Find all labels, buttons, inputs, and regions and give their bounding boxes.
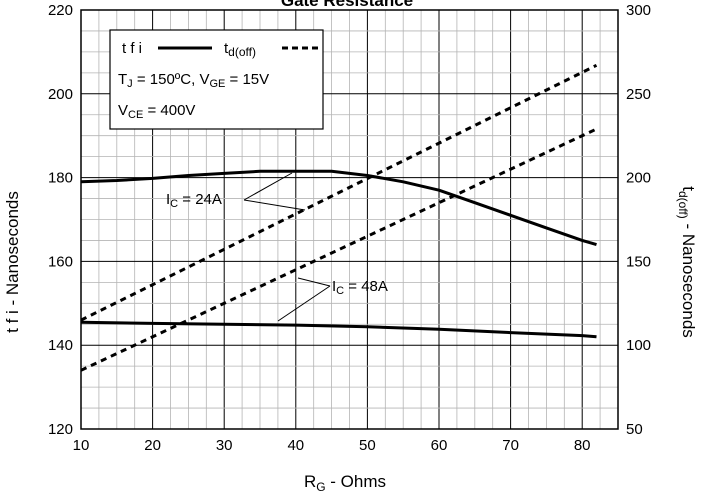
td-off-series-48a (80, 127, 598, 372)
chart-title: Gate Resistance (281, 0, 413, 10)
cond1-mid: = 150ºC, V (133, 71, 210, 88)
xlabel-rest: - Ohms (326, 472, 386, 491)
x-tick-label: 10 (73, 437, 90, 454)
cond1-t: T (118, 71, 127, 88)
x-tick-label: 30 (216, 437, 233, 454)
y-right-tick-label: 150 (626, 253, 651, 270)
cond2-end: = 400V (143, 102, 195, 119)
leader-ic24-tfi (243, 172, 293, 201)
annotations: IC = 24A IC = 48A (166, 172, 388, 322)
xlabel-sub: G (316, 480, 325, 494)
xlabel-main: R (304, 472, 316, 491)
y-axis-label-right: td(off) - Nanoseconds (676, 186, 698, 338)
y-right-tick-label: 50 (626, 421, 643, 438)
y-left-tick-label: 140 (48, 337, 73, 354)
x-tick-label: 80 (574, 437, 591, 454)
y-right-tick-label: 250 (626, 86, 651, 103)
y-left-tick-label: 200 (48, 86, 73, 103)
y-left-tick-label: 180 (48, 170, 73, 187)
ylabel-right-rest: - Nanoseconds (679, 219, 698, 338)
legend-condition-2: VCE = 400V (118, 102, 195, 121)
x-tick-label: 50 (359, 437, 376, 454)
ic48-main: I (332, 278, 336, 295)
legend-condition-1: TJ = 150ºC, VGE = 15V (118, 71, 269, 90)
ic48-end: = 48A (344, 278, 388, 295)
legend-td-sub: d(off) (228, 45, 256, 59)
axis-ticks: 10 20 30 40 50 60 70 80 120 140 160 180 200 220 50 100 1… (48, 2, 651, 454)
ylabel-right-sub: d(off) (676, 191, 690, 219)
x-tick-label: 20 (144, 437, 161, 454)
x-axis-label: RG - Ohms (304, 472, 386, 494)
leader-ic48-tfi (277, 285, 331, 322)
y-left-tick-label: 220 (48, 2, 73, 19)
td-off-series-24a (80, 63, 598, 322)
cond1-end: = 15V (225, 71, 269, 88)
x-tick-label: 60 (431, 437, 448, 454)
tfi-series-24a (80, 169, 597, 247)
legend: t f i td(off) TJ = 150ºC, VGE = 15V VCE … (109, 29, 324, 130)
cond1-v-sub: GE (209, 78, 225, 90)
ic24-sub: C (170, 198, 178, 210)
ylabel-right-main: t (679, 186, 698, 191)
ic24-main: I (166, 191, 170, 208)
tfi-series-48a (80, 320, 597, 339)
annotation-ic-48a: IC = 48A (332, 278, 388, 297)
x-tick-label: 40 (287, 437, 304, 454)
legend-td-label: td(off) (224, 40, 256, 59)
y-left-tick-label: 120 (48, 421, 73, 438)
series-group (80, 63, 598, 372)
y-left-tick-label: 160 (48, 253, 73, 270)
legend-tfi-label: t f i (122, 40, 142, 57)
ic24-end: = 24A (178, 191, 222, 208)
cond1-t-sub: J (127, 78, 133, 90)
cond2-sub: CE (128, 109, 143, 121)
leader-ic48-td (297, 277, 331, 287)
y-right-tick-label: 200 (626, 170, 651, 187)
y-axis-label-left: t f i - Nanoseconds (3, 191, 22, 333)
legend-td-main: t (224, 40, 229, 57)
annotation-ic-24a: IC = 24A (166, 191, 222, 210)
y-right-tick-label: 100 (626, 337, 651, 354)
plot-frame (80, 9, 619, 430)
ic48-sub: C (336, 285, 344, 297)
cond2-v: V (118, 102, 128, 119)
y-right-tick-label: 300 (626, 2, 651, 19)
x-tick-label: 70 (502, 437, 519, 454)
leader-ic24-td (243, 199, 306, 211)
